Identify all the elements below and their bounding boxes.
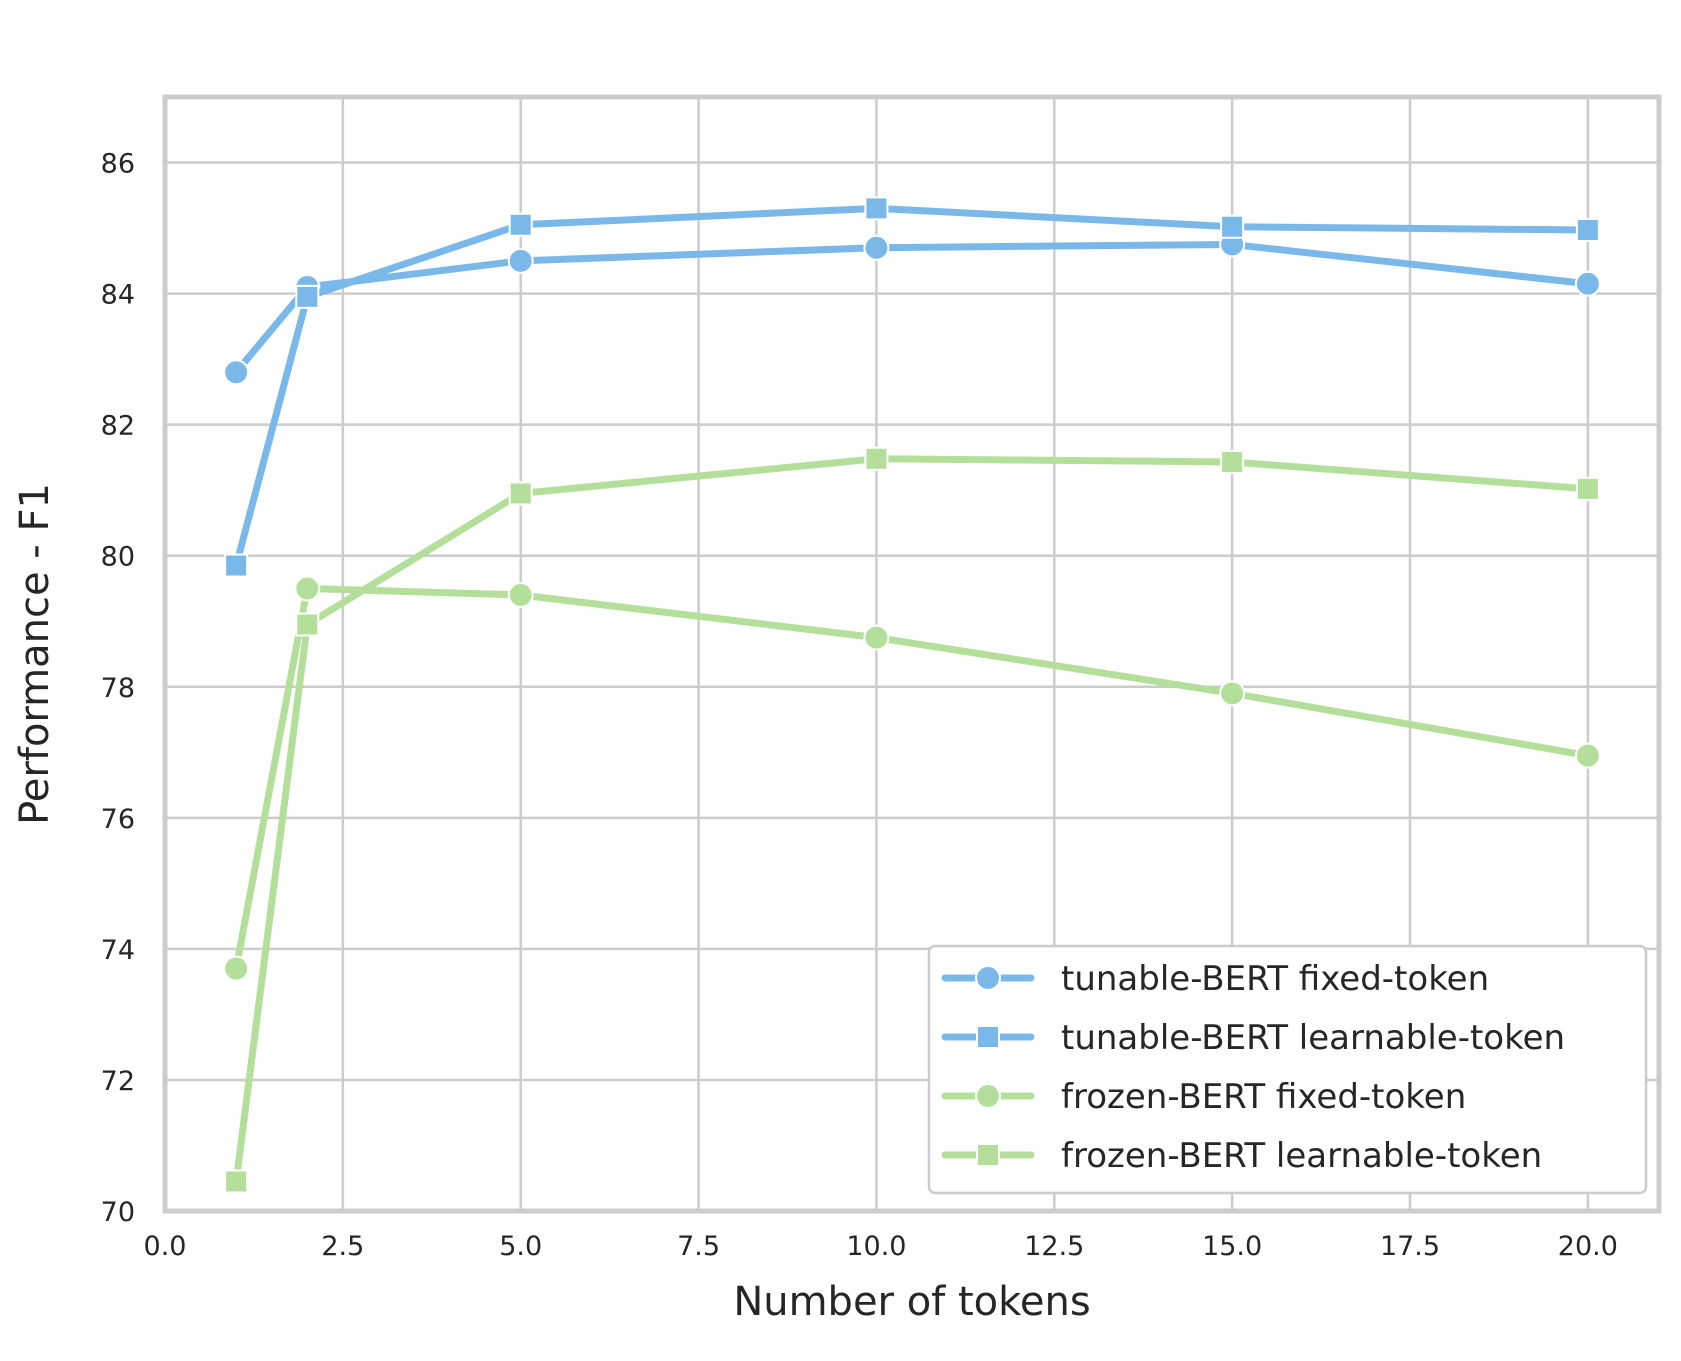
legend-item: frozen-BERT learnable-token [941, 1136, 1542, 1176]
x-tick-label: 0.0 [144, 1231, 187, 1262]
y-axis-label: Performance - F1 [12, 483, 58, 825]
y-tick-label: 84 [101, 280, 135, 311]
x-tick-label: 20.0 [1558, 1231, 1618, 1262]
x-tick-label: 5.0 [499, 1231, 542, 1262]
y-axis: 70 72 74 76 78 80 82 84 86 [101, 149, 135, 1228]
x-tick-label: 17.5 [1380, 1231, 1440, 1262]
series-3 [223, 575, 1601, 982]
series-layer [223, 196, 1601, 1194]
data-point-circle [975, 1083, 1001, 1109]
data-point-square [224, 1169, 249, 1194]
legend: tunable-BERT fixed-token tunable-BERT lea… [927, 944, 1648, 1195]
data-point-circle [507, 247, 534, 274]
data-point-square [295, 612, 320, 637]
y-tick-label: 74 [101, 935, 135, 966]
x-tick-label: 12.5 [1024, 1231, 1084, 1262]
data-point-circle [223, 955, 250, 982]
legend-item: frozen-BERT fixed-token [941, 1077, 1466, 1117]
x-tick-label: 7.5 [677, 1231, 720, 1262]
data-point-square [1220, 449, 1245, 474]
x-axis-label: Number of tokens [733, 1279, 1090, 1325]
data-point-square [976, 1025, 1000, 1049]
legend-item: tunable-BERT learnable-token [941, 1018, 1565, 1058]
data-point-square [1575, 218, 1600, 243]
y-tick-label: 78 [101, 673, 135, 704]
plot-frame [162, 94, 1662, 1214]
data-point-square [295, 284, 320, 309]
x-axis: 0.0 2.5 5.0 7.5 10.0 12.5 15.0 17.5 20.0 [144, 1231, 1618, 1262]
legend-label: tunable-BERT learnable-token [1061, 1018, 1565, 1058]
data-point-circle [1574, 270, 1601, 297]
legend-box [927, 944, 1648, 1195]
data-point-circle [294, 575, 321, 602]
data-point-square [976, 1143, 1000, 1167]
legend-item: tunable-BERT fixed-token [941, 959, 1489, 999]
legend-label: tunable-BERT fixed-token [1061, 959, 1489, 999]
y-tick-label: 86 [101, 149, 135, 180]
y-tick-label: 72 [101, 1066, 135, 1097]
x-tick-label: 15.0 [1202, 1231, 1262, 1262]
series-line [232, 455, 1592, 1186]
data-point-circle [863, 624, 890, 651]
data-point-circle [1219, 680, 1246, 707]
data-point-square [1220, 214, 1245, 239]
y-tick-label: 70 [101, 1197, 135, 1228]
data-point-square [508, 481, 533, 506]
data-point-square [864, 446, 889, 471]
data-point-circle [863, 234, 890, 261]
legend-label: frozen-BERT learnable-token [1061, 1136, 1542, 1176]
series-2 [224, 196, 1600, 578]
y-tick-label: 82 [101, 411, 135, 442]
data-point-circle [1574, 742, 1601, 769]
data-point-square [508, 212, 533, 237]
data-point-square [1575, 476, 1600, 501]
series-4 [224, 446, 1600, 1194]
data-point-circle [975, 965, 1001, 991]
series-line [232, 584, 1592, 973]
series-line [232, 204, 1592, 570]
data-point-square [224, 553, 249, 578]
legend-label: frozen-BERT fixed-token [1061, 1077, 1466, 1117]
data-point-circle [223, 359, 250, 386]
x-tick-label: 10.0 [846, 1231, 906, 1262]
data-point-circle [507, 582, 534, 609]
data-point-square [864, 196, 889, 221]
x-tick-label: 2.5 [321, 1231, 364, 1262]
y-tick-label: 76 [101, 804, 135, 835]
y-tick-label: 80 [101, 542, 135, 573]
